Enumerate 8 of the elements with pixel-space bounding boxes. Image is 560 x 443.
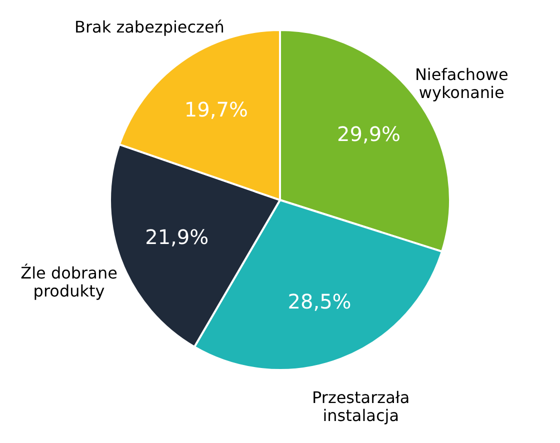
data-label: 29,9% [337, 122, 401, 146]
slice-label: Brak zabezpieczeń [74, 17, 224, 36]
slice-label: Źle dobrane produkty [20, 264, 118, 301]
data-label: 19,7% [184, 97, 248, 122]
slice-label: Niefachowe wykonanie [414, 64, 508, 102]
slice-label: Przestarzała instalacja [312, 388, 410, 425]
data-label: 21,9% [145, 225, 209, 250]
data-label: 28,5% [288, 290, 352, 314]
